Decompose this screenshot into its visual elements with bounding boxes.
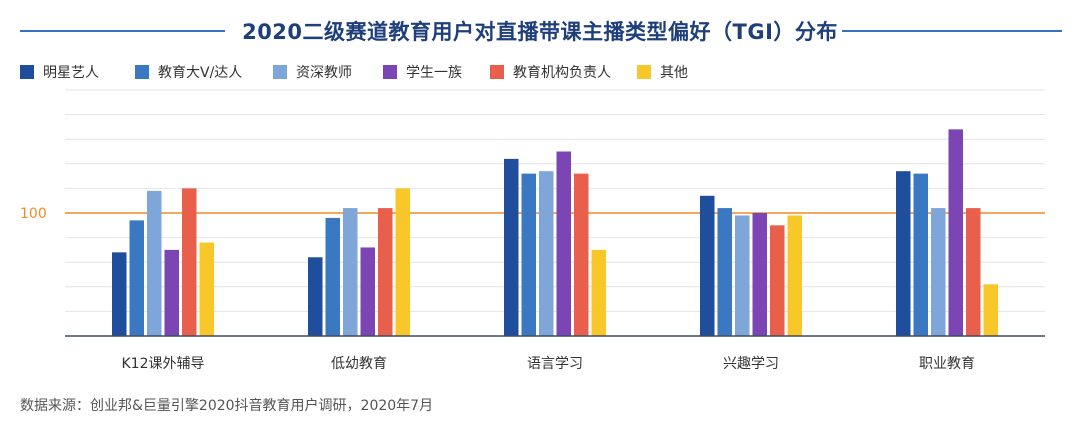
legend-label: 学生一族 [406, 65, 462, 81]
chart-title-row: 2020二级赛道教育用户对直播带课主播类型偏好（TGI）分布 [0, 14, 1080, 44]
bar [948, 129, 963, 336]
bar [147, 190, 162, 336]
title-rule-right [842, 30, 1062, 32]
x-tick-label: 低幼教育 [331, 356, 387, 372]
legend-item: 资深教师 [273, 60, 352, 84]
bar [735, 215, 750, 336]
bar [574, 173, 589, 336]
bar [360, 247, 375, 336]
bar [521, 173, 536, 336]
bar [787, 215, 802, 336]
legend-label: 明星艺人 [43, 65, 99, 81]
bar [931, 208, 946, 336]
bar [343, 208, 358, 336]
legend-swatch [383, 65, 397, 79]
legend-label: 资深教师 [296, 65, 352, 81]
bar [164, 249, 179, 336]
x-tick-label: 语言学习 [527, 356, 583, 372]
bar [752, 213, 767, 336]
legend-swatch [490, 65, 504, 79]
y-tick-label-100: 100 [20, 206, 47, 222]
bar [717, 208, 732, 336]
legend-item: 其他 [637, 60, 688, 84]
legend-label: 其他 [660, 65, 688, 81]
bar [182, 188, 197, 336]
legend-item: 教育机构负责人 [490, 60, 611, 84]
bar [983, 284, 998, 336]
bar [700, 195, 715, 336]
x-tick-label: 兴趣学习 [723, 356, 779, 372]
bar [378, 208, 393, 336]
chart-title: 2020二级赛道教育用户对直播带课主播类型偏好（TGI）分布 [242, 20, 838, 44]
bar [199, 242, 214, 336]
bar [308, 257, 323, 336]
bar [325, 217, 340, 336]
bar [591, 249, 606, 336]
legend-item: 明星艺人 [20, 60, 99, 84]
bar [129, 220, 144, 336]
x-tick-label: K12课外辅导 [122, 356, 205, 372]
bar [966, 208, 981, 336]
legend-label: 教育机构负责人 [513, 65, 611, 81]
legend-swatch [273, 65, 287, 79]
bar [395, 188, 410, 336]
legend-swatch [20, 65, 34, 79]
x-tick-label: 职业教育 [919, 356, 975, 372]
legend-swatch [135, 65, 149, 79]
legend-swatch [637, 65, 651, 79]
legend-item: 学生一族 [383, 60, 462, 84]
source-note: 数据来源：创业邦&巨量引擎2020抖音教育用户调研，2020年7月 [20, 398, 434, 414]
bar [504, 158, 519, 336]
bar [539, 171, 554, 336]
bar [896, 171, 911, 336]
bar [556, 151, 571, 336]
legend-label: 教育大V/达人 [158, 65, 243, 81]
legend-item: 教育大V/达人 [135, 60, 242, 84]
bar [112, 252, 127, 336]
bar [770, 225, 785, 336]
title-rule-left [20, 30, 225, 32]
bar [913, 173, 928, 336]
